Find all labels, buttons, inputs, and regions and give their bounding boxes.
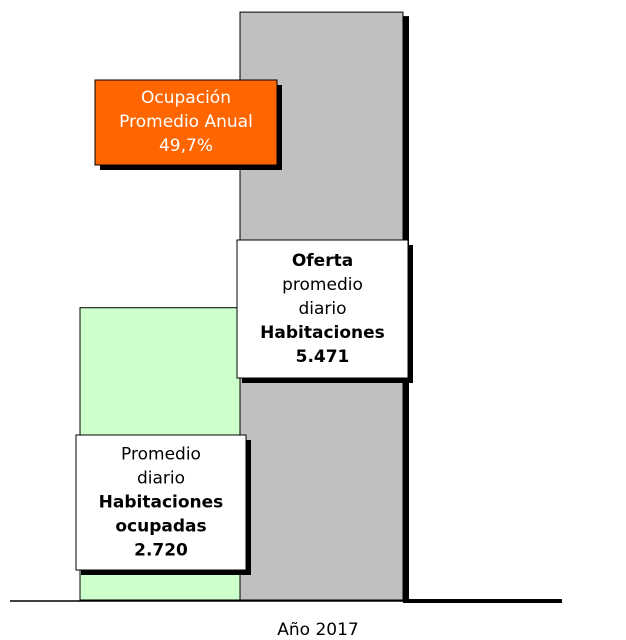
annotation-text: Ocupación	[141, 88, 231, 108]
value-label: 2.720	[134, 541, 188, 561]
annotation-text: Promedio Anual	[119, 112, 253, 132]
series-label: Habitaciones	[99, 493, 224, 513]
annotation-box	[94, 79, 278, 166]
label-box	[236, 239, 409, 379]
series-label: promedio	[282, 275, 363, 295]
x-tick-label: Año 2017	[277, 620, 358, 640]
value-label: 5.471	[296, 347, 350, 367]
series-label: diario	[298, 299, 346, 319]
label-box	[75, 434, 247, 571]
series-label: ocupadas	[115, 517, 206, 537]
series-label: Promedio	[121, 445, 201, 465]
series-label: diario	[137, 469, 185, 489]
series-label: Oferta	[292, 251, 353, 271]
series-label: Habitaciones	[260, 323, 385, 343]
annotation-value: 49,7%	[159, 136, 213, 156]
floor-shadow	[403, 599, 562, 603]
